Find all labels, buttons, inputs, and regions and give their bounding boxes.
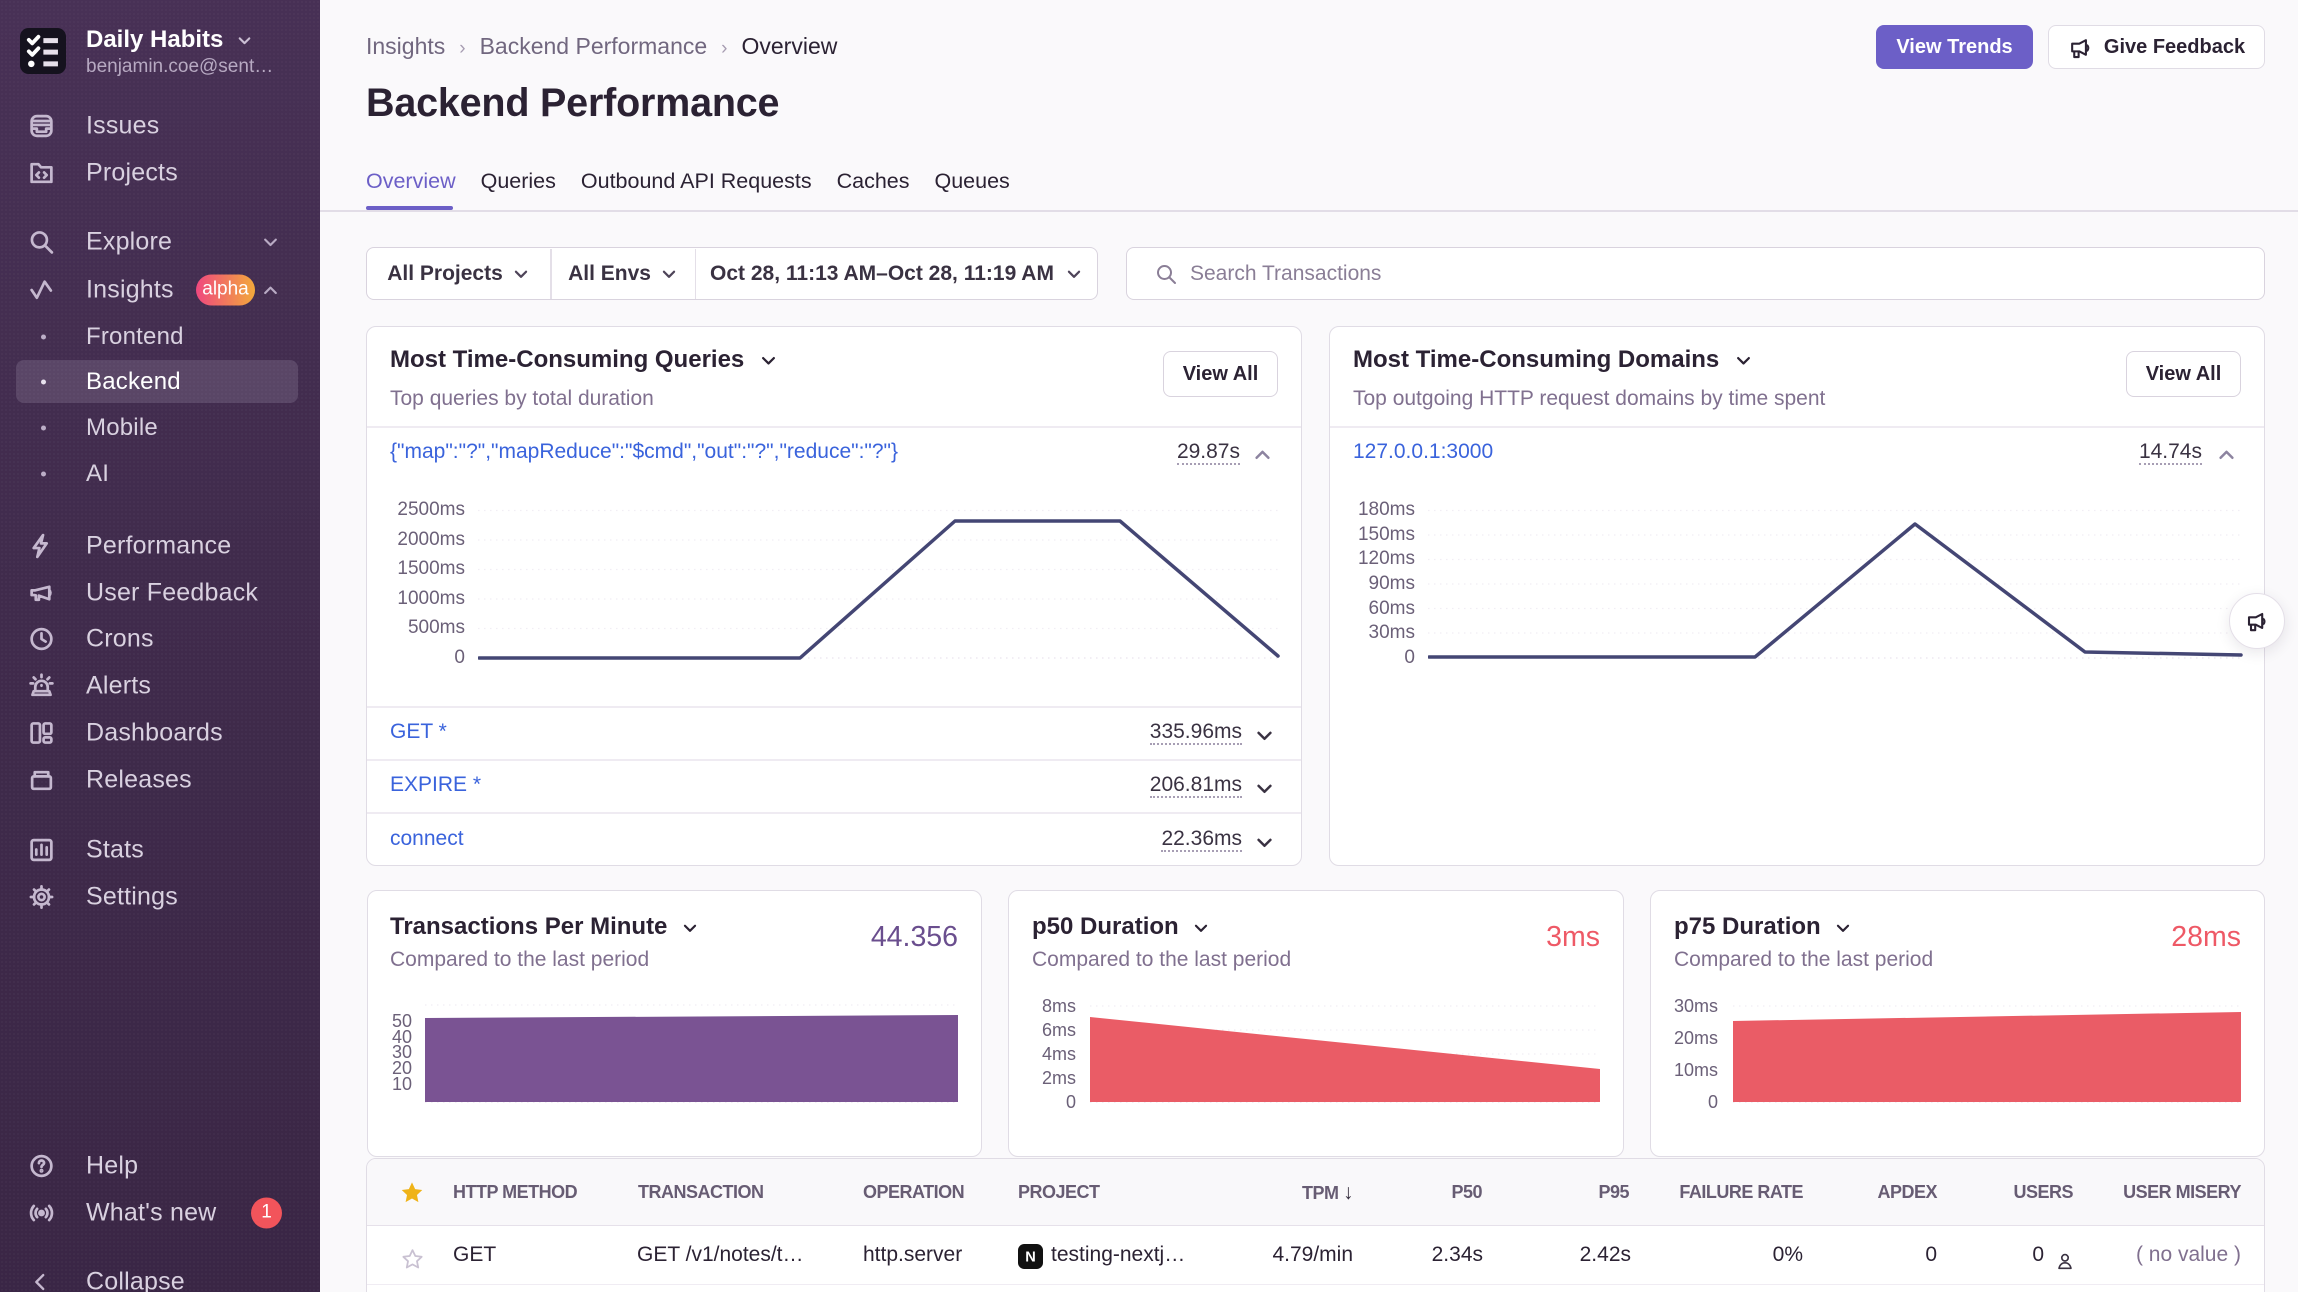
svg-text:N: N bbox=[1025, 1250, 1036, 1266]
